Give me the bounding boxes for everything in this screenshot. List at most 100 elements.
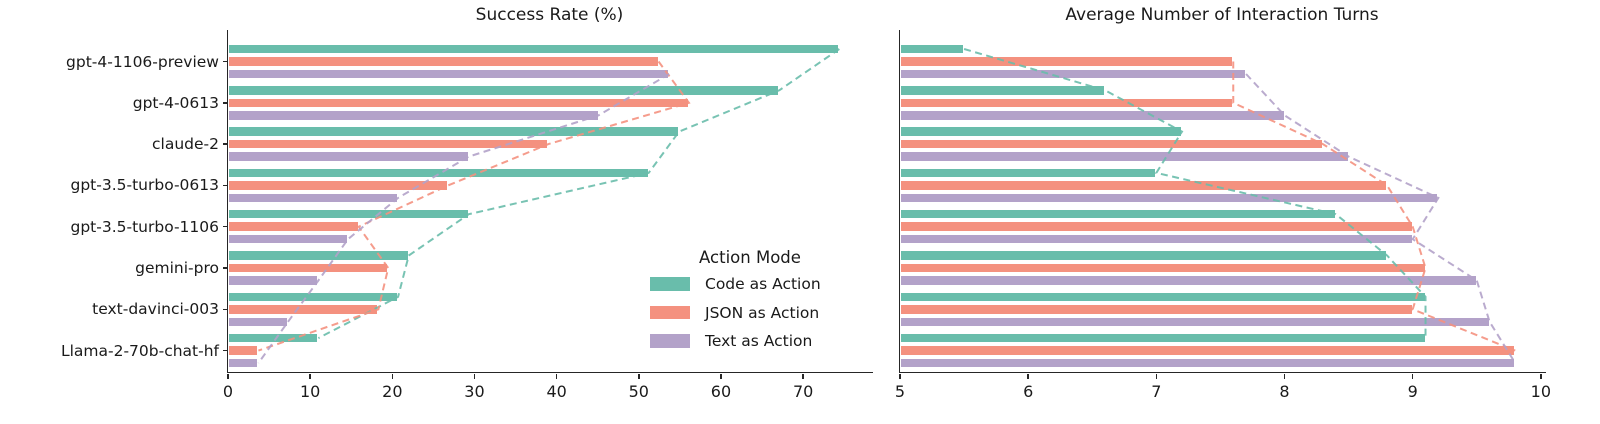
y-axis-label: gpt-3.5-turbo-1106 xyxy=(70,217,219,236)
y-tick xyxy=(222,60,227,63)
bar xyxy=(900,357,1516,369)
bar xyxy=(228,332,319,344)
x-tick xyxy=(899,373,901,379)
x-tick xyxy=(227,373,229,379)
bar xyxy=(228,250,409,261)
legend-label-code: Code as Action xyxy=(705,275,821,293)
bar xyxy=(900,233,1413,245)
x-tick-label: 70 xyxy=(792,382,814,401)
bar xyxy=(228,97,689,109)
bar xyxy=(900,208,1336,220)
x-tick xyxy=(309,373,311,379)
bar xyxy=(228,192,399,204)
x-tick-label: 9 xyxy=(1407,382,1418,401)
x-tick-label: 30 xyxy=(464,382,485,401)
bar xyxy=(900,68,1247,80)
x-tick xyxy=(1027,373,1029,379)
bar xyxy=(900,275,1477,286)
y-tick xyxy=(222,225,227,228)
success-rate-chart-title: Success Rate (%) xyxy=(475,5,624,25)
bar xyxy=(228,180,449,191)
x-tick-label: 40 xyxy=(546,382,567,401)
x-tick xyxy=(720,373,722,379)
x-tick-label: 0 xyxy=(222,382,234,401)
bar xyxy=(228,275,319,286)
bar xyxy=(228,221,359,232)
interaction-turns-chart-title: Average Number of Interaction Turns xyxy=(1065,5,1379,25)
y-axis-label: Llama-2-70b-chat-hf xyxy=(60,341,219,360)
x-tick-label: 60 xyxy=(710,382,732,401)
bar xyxy=(900,56,1234,67)
x-tick-label: 20 xyxy=(382,382,403,401)
bar xyxy=(900,332,1426,344)
x-tick xyxy=(638,373,640,379)
legend: Action Mode Code as Action JSON as Actio… xyxy=(630,246,880,360)
bar xyxy=(228,233,348,245)
y-axis-label: gemini-pro xyxy=(135,259,219,277)
y-axis-label: gpt-4-1106-preview xyxy=(66,52,219,71)
y-axis-label: gpt-3.5-turbo-0613 xyxy=(70,176,219,195)
y-tick xyxy=(222,349,227,352)
bar xyxy=(900,126,1182,137)
bar xyxy=(900,250,1388,261)
bar xyxy=(228,43,840,55)
legend-label-text: Text as Action xyxy=(705,332,813,350)
bar xyxy=(228,291,399,303)
x-tick xyxy=(802,373,804,379)
legend-entry-json: JSON as Action xyxy=(630,303,880,323)
bar xyxy=(228,167,649,179)
x-tick xyxy=(473,373,476,379)
bar xyxy=(900,151,1349,162)
bar xyxy=(228,138,549,150)
bar xyxy=(228,304,379,315)
bar xyxy=(228,316,288,328)
bar xyxy=(228,56,659,67)
bar xyxy=(228,345,259,356)
x-tick xyxy=(1411,373,1414,379)
y-tick xyxy=(222,308,227,311)
bar xyxy=(900,85,1106,96)
y-axis-label: text-davinci-003 xyxy=(92,300,219,319)
x-tick-label: 50 xyxy=(628,382,649,401)
bar xyxy=(900,316,1490,328)
y-axis-label: gpt-4-0613 xyxy=(132,93,219,112)
x-tick xyxy=(555,373,558,379)
y-tick xyxy=(222,267,227,269)
bar xyxy=(900,304,1413,315)
y-tick xyxy=(222,184,227,187)
legend-title: Action Mode xyxy=(699,248,801,267)
bar xyxy=(900,97,1234,109)
bar xyxy=(900,138,1323,150)
text-as-action-swatch-icon xyxy=(650,334,690,348)
x-tick-label: 6 xyxy=(1023,382,1034,401)
x-tick xyxy=(1155,373,1158,379)
legend-entry-text: Text as Action xyxy=(630,331,880,351)
legend-label-json: JSON as Action xyxy=(705,303,820,322)
bar xyxy=(228,151,469,162)
x-tick xyxy=(391,373,394,379)
bar xyxy=(900,291,1426,303)
interaction-turns-plot-area: 5 6 7 8 9 10 xyxy=(895,30,1551,401)
bar xyxy=(900,110,1285,121)
y-axis-label: claude-2 xyxy=(152,135,219,154)
x-tick-label: 10 xyxy=(1530,382,1552,401)
legend-entry-code: Code as Action xyxy=(630,274,880,294)
y-tick xyxy=(222,143,227,145)
json-as-action-swatch-icon xyxy=(650,305,690,320)
bar xyxy=(900,262,1426,274)
bar xyxy=(900,43,965,55)
bar xyxy=(228,262,389,274)
bar xyxy=(900,167,1157,179)
code-as-action-swatch-icon xyxy=(650,277,690,291)
x-tick xyxy=(1540,373,1542,379)
x-tick-label: 10 xyxy=(299,382,321,401)
x-tick-label: 7 xyxy=(1151,382,1162,401)
x-tick-label: 8 xyxy=(1279,382,1290,401)
bar xyxy=(900,221,1413,232)
x-tick xyxy=(1283,373,1286,379)
bar xyxy=(228,357,259,369)
bar xyxy=(228,68,670,80)
bar xyxy=(228,85,780,96)
bar xyxy=(900,180,1388,191)
